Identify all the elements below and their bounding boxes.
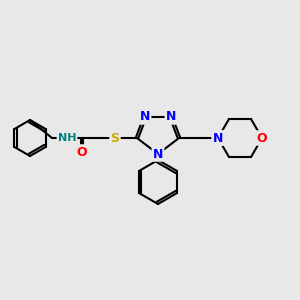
Text: S: S (110, 131, 119, 145)
Text: N: N (166, 110, 176, 124)
Text: N: N (213, 131, 223, 145)
Text: N: N (213, 131, 223, 145)
Text: O: O (77, 146, 87, 158)
Text: NH: NH (58, 133, 76, 143)
Text: N: N (140, 110, 150, 124)
Text: N: N (153, 148, 163, 160)
Text: O: O (257, 131, 267, 145)
